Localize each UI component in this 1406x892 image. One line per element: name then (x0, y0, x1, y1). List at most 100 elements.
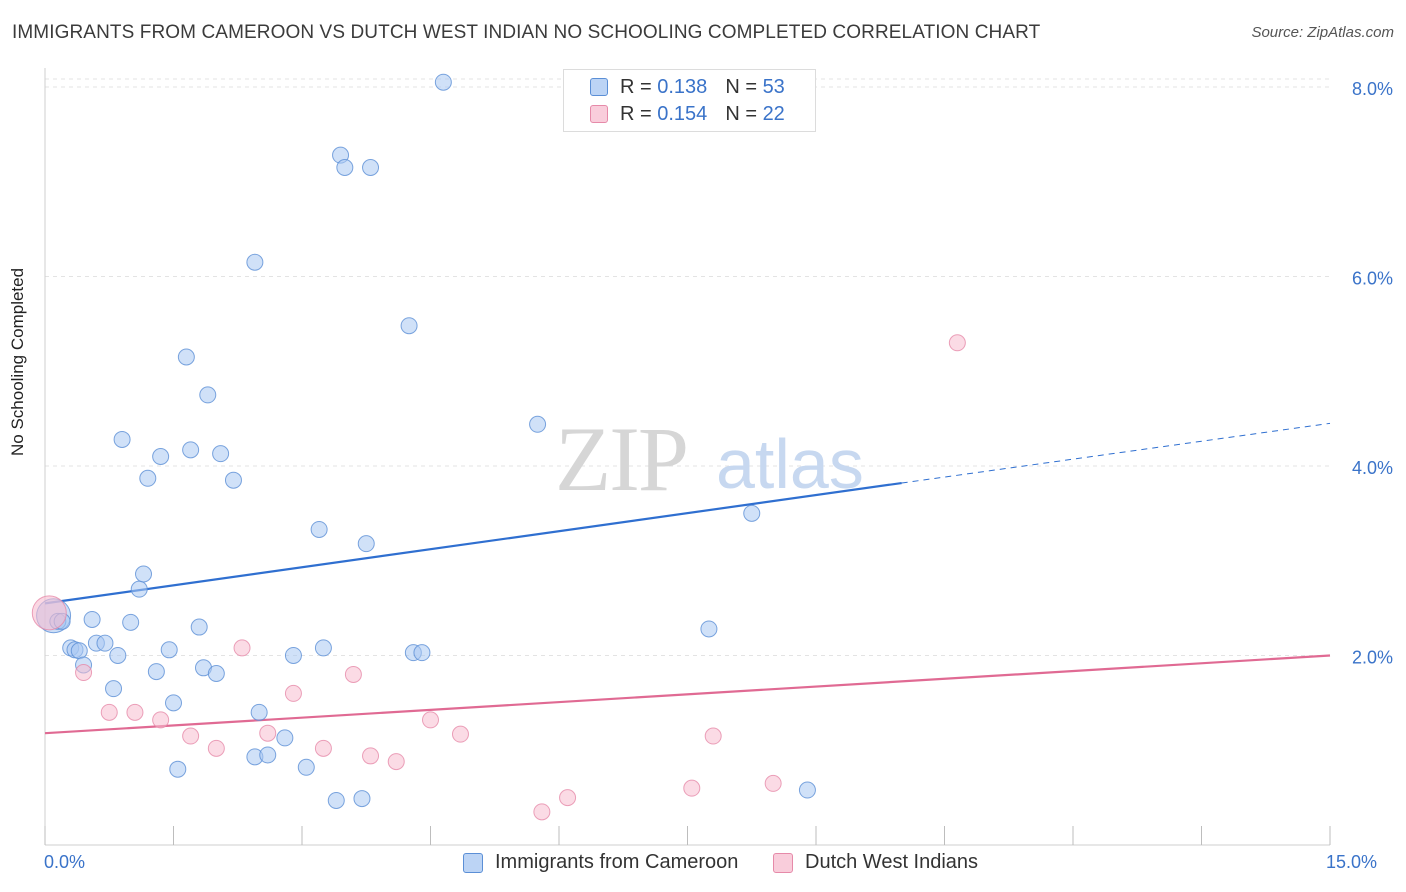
series-legend: Immigrants from Cameroon Dutch West Indi… (0, 851, 1406, 877)
legend-item-cameroon[interactable]: Immigrants from Cameroon (463, 851, 738, 874)
point-cameroon (122, 613, 140, 631)
point-cameroon (207, 664, 225, 682)
n-label: N = (725, 75, 757, 98)
watermark: ZIP atlas (555, 408, 864, 510)
y-axis-label: No Schooling Completed (8, 267, 27, 456)
point-cameroon (182, 441, 200, 459)
watermark-atlas: atlas (716, 425, 864, 503)
point-cameroon (336, 158, 354, 176)
grid-lines (45, 78, 1330, 656)
source-label: Source: ZipAtlas.com (1251, 24, 1394, 41)
point-dutch-west-indians (683, 779, 701, 797)
point-cameroon (96, 634, 114, 652)
r-value: 0.154 (657, 102, 708, 125)
point-dutch-west-indians (31, 595, 67, 631)
n-label: N = (725, 102, 757, 125)
x-tick-label-min: 0.0% (44, 852, 86, 872)
point-cameroon (400, 317, 418, 335)
stats-legend-row-2: R = 0.154 N = 22 (590, 103, 785, 125)
watermark-zip: ZIP (555, 408, 687, 510)
series2-swatch (590, 105, 608, 123)
point-dutch-west-indians (362, 747, 380, 765)
point-cameroon (83, 610, 101, 628)
legend-label-dutch-west-indians: Dutch West Indians (805, 851, 979, 873)
point-dutch-west-indians (207, 739, 225, 757)
point-dutch-west-indians (344, 665, 362, 683)
point-cameroon (250, 703, 268, 721)
point-cameroon (147, 663, 165, 681)
point-dutch-west-indians (704, 727, 722, 745)
point-cameroon (798, 781, 816, 799)
r-value: 0.138 (657, 75, 708, 98)
point-cameroon (139, 469, 157, 487)
point-cameroon (327, 791, 345, 809)
y-tick-label: 2.0% (1352, 647, 1393, 667)
point-cameroon (284, 646, 302, 664)
point-cameroon (259, 746, 277, 764)
point-cameroon (529, 415, 547, 433)
point-cameroon (160, 641, 178, 659)
n-value: 22 (762, 102, 785, 125)
point-dutch-west-indians (75, 664, 93, 682)
y-tick-label: 8.0% (1352, 79, 1393, 99)
point-cameroon (130, 580, 148, 598)
point-cameroon (434, 73, 452, 91)
r-label: R = (620, 102, 652, 125)
point-cameroon (152, 448, 170, 465)
point-dutch-west-indians (764, 774, 782, 792)
point-cameroon (314, 639, 332, 657)
point-cameroon (177, 348, 195, 366)
y-tick-label: 4.0% (1352, 458, 1393, 478)
point-dutch-west-indians (284, 684, 302, 702)
point-dutch-west-indians (233, 639, 251, 657)
stats-legend: R = 0.138 N = 53 R = 0.154 N = 22 (563, 69, 816, 132)
trend-line-cameroon (44, 481, 902, 605)
axes (44, 68, 1331, 846)
trend-lines (44, 422, 1331, 735)
point-dutch-west-indians (152, 711, 170, 729)
tick-labels: 2.0% 4.0% 6.0% 8.0% (1352, 79, 1393, 668)
point-dutch-west-indians (182, 727, 200, 745)
point-cameroon (113, 430, 131, 448)
point-dutch-west-indians (533, 803, 551, 821)
legend-item-dutch-west-indians[interactable]: Dutch West Indians (773, 851, 978, 874)
point-dutch-west-indians (948, 334, 966, 352)
chart-title: IMMIGRANTS FROM CAMEROON VS DUTCH WEST I… (12, 22, 1041, 43)
point-cameroon (70, 642, 88, 660)
point-cameroon (105, 680, 123, 698)
trend-line-cameroon-extension (901, 422, 1331, 484)
point-dutch-west-indians (387, 753, 405, 771)
point-cameroon (743, 504, 761, 522)
trend-line-dutch-west-indians (44, 654, 1331, 735)
point-cameroon (297, 758, 315, 776)
legend-label-cameroon: Immigrants from Cameroon (495, 851, 739, 873)
point-cameroon (212, 445, 230, 463)
point-cameroon (310, 520, 328, 538)
point-dutch-west-indians (559, 789, 577, 807)
point-dutch-west-indians (126, 703, 144, 721)
point-dutch-west-indians (259, 724, 277, 742)
point-dutch-west-indians (100, 703, 118, 721)
point-dutch-west-indians (422, 711, 439, 729)
legend-swatch-cameroon (463, 852, 483, 873)
series1-swatch (590, 78, 608, 96)
stats-legend-row-1: R = 0.138 N = 53 (590, 76, 785, 98)
point-dutch-west-indians (314, 739, 332, 757)
n-value: 53 (762, 75, 785, 98)
data-points (31, 73, 966, 821)
point-cameroon (276, 729, 294, 747)
point-cameroon (246, 253, 264, 271)
point-cameroon (413, 644, 431, 662)
point-cameroon (165, 694, 182, 712)
point-cameroon (357, 535, 375, 553)
point-cameroon (135, 565, 153, 583)
point-cameroon (199, 386, 217, 404)
y-tick-label: 6.0% (1352, 268, 1393, 288)
legend-swatch-dutch-west-indians (773, 852, 793, 873)
point-cameroon (190, 618, 208, 636)
point-cameroon (109, 646, 127, 664)
x-tick-label-max: 15.0% (1326, 852, 1378, 872)
point-cameroon (700, 620, 718, 638)
point-cameroon (353, 790, 371, 808)
